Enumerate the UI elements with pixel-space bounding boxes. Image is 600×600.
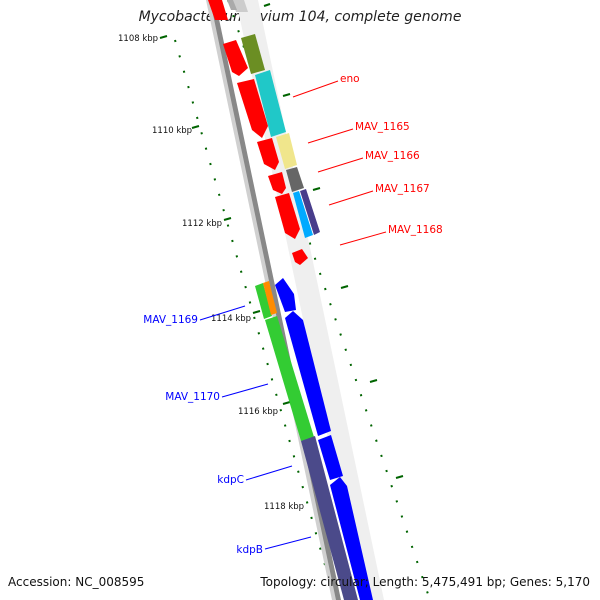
gene-red-1 — [223, 40, 248, 76]
gene-orange — [263, 281, 277, 315]
gene-blue-3 — [318, 435, 343, 480]
gene-green-small — [255, 283, 272, 319]
gene-indigo — [300, 189, 320, 235]
gene-slate — [301, 436, 358, 600]
tick-label-1112: 1112 kbp — [182, 219, 222, 229]
gene-blue-4 — [330, 477, 373, 600]
tick-label-1114: 1114 kbp — [211, 314, 251, 324]
gene-cyan — [255, 70, 286, 137]
gene-blue-1 — [275, 278, 296, 312]
gene-darkgray-top — [227, 0, 237, 10]
gene-red-3 — [257, 138, 279, 170]
major-ticks — [159, 3, 404, 498]
gene-label-mav1166: MAV_1166 — [365, 150, 420, 162]
gene-green-large — [265, 316, 314, 441]
gene-label-kdpb: kdpB — [236, 544, 263, 556]
gene-label-mav1167: MAV_1167 — [375, 183, 430, 195]
gene-red-top — [208, 0, 228, 20]
tick-label-1110: 1110 kbp — [152, 126, 192, 136]
gene-label-mav1165: MAV_1165 — [355, 121, 410, 133]
gene-khaki — [276, 133, 297, 169]
gene-olive — [241, 34, 265, 74]
accession-text: Accession: NC_008595 — [8, 575, 145, 589]
gene-label-mav1168: MAV_1168 — [388, 224, 443, 236]
tick-label-1108: 1108 kbp — [118, 34, 158, 44]
orf-track — [236, 0, 384, 600]
gene-blue-2 — [285, 311, 331, 436]
gene-label-kdpc: kdpC — [217, 474, 244, 486]
gene-gray — [286, 167, 304, 192]
gene-red-5 — [275, 193, 300, 239]
gene-label-mav1170: MAV_1170 — [165, 391, 220, 403]
gene-label-eno: eno — [340, 73, 360, 85]
gene-red-2 — [237, 79, 268, 138]
tick-label-1118: 1118 kbp — [264, 502, 304, 512]
gene-features — [208, 0, 373, 600]
gene-red-4 — [268, 172, 286, 194]
gene-red-6 — [292, 249, 308, 265]
tick-track-left — [174, 39, 336, 600]
gene-label-mav1169: MAV_1169 — [143, 314, 198, 326]
tick-label-1116: 1116 kbp — [238, 407, 278, 417]
gene-skyblue — [293, 191, 313, 238]
topology-text: Topology: circular; Length: 5,475,491 bp… — [260, 575, 590, 589]
